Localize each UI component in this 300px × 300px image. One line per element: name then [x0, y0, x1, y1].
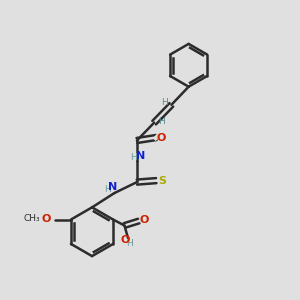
Text: O: O: [120, 236, 130, 245]
Text: O: O: [140, 215, 149, 225]
Text: N: N: [108, 182, 118, 192]
Text: H: H: [161, 98, 168, 107]
Text: H: H: [126, 239, 133, 248]
Text: O: O: [157, 133, 166, 142]
Text: O: O: [42, 214, 51, 224]
Text: H: H: [130, 153, 137, 162]
Text: N: N: [136, 151, 145, 161]
Text: H: H: [158, 117, 165, 126]
Text: H: H: [104, 185, 111, 194]
Text: S: S: [158, 176, 166, 186]
Text: CH₃: CH₃: [23, 214, 40, 224]
